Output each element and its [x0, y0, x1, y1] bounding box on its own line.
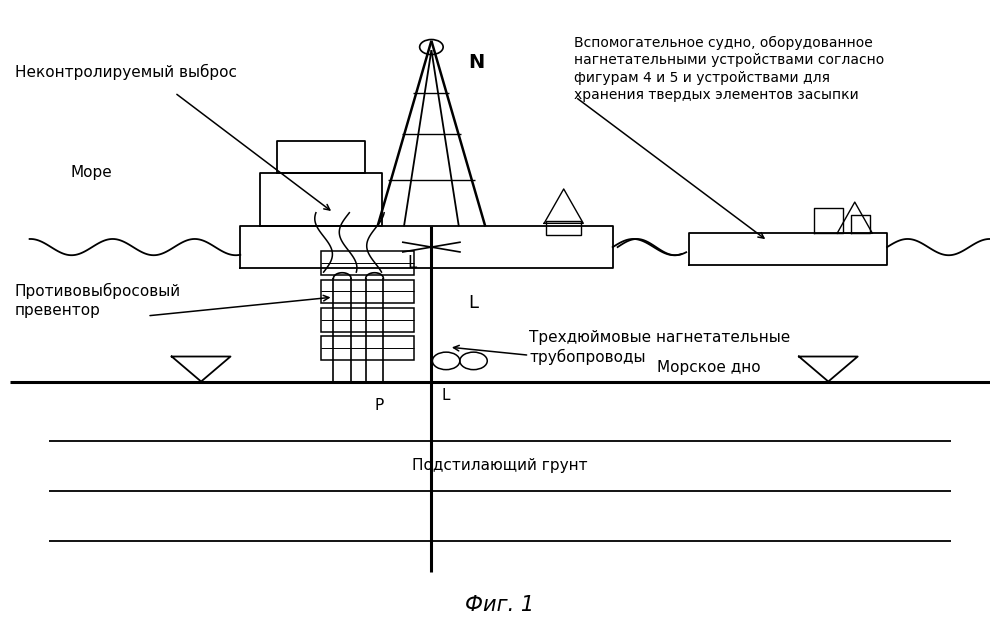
- Text: N: N: [469, 54, 485, 72]
- Bar: [546, 221, 581, 235]
- Text: Морское дно: Морское дно: [657, 360, 760, 375]
- Bar: [321, 308, 414, 332]
- Text: L: L: [469, 294, 479, 313]
- Text: Фиг. 1: Фиг. 1: [465, 595, 535, 616]
- Text: Противовыбросовый
превентор: Противовыбросовый превентор: [15, 283, 181, 318]
- Text: Море: Море: [71, 165, 113, 179]
- Bar: [321, 251, 414, 275]
- Text: L: L: [407, 254, 416, 272]
- Text: Подстилающий грунт: Подстилающий грунт: [412, 459, 588, 473]
- Text: Неконтролируемый выброс: Неконтролируемый выброс: [15, 64, 237, 80]
- Text: Вспомогательное судно, оборудованное
нагнетательными устройствами согласно
фигур: Вспомогательное судно, оборудованное наг…: [574, 36, 884, 102]
- Text: Трехдюймовые нагнетательные
трубопроводы: Трехдюймовые нагнетательные трубопроводы: [529, 330, 791, 365]
- Bar: [321, 336, 414, 360]
- Text: P: P: [375, 397, 384, 413]
- Text: L: L: [441, 388, 450, 403]
- Bar: [321, 279, 414, 303]
